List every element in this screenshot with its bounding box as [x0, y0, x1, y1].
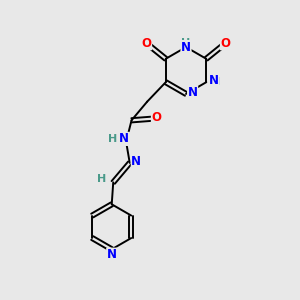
Text: H: H	[182, 38, 190, 48]
Text: O: O	[152, 111, 161, 124]
Text: H: H	[211, 77, 220, 87]
Text: H: H	[109, 134, 118, 144]
Text: N: N	[209, 74, 219, 87]
Text: N: N	[107, 248, 117, 261]
Text: N: N	[188, 86, 198, 99]
Text: N: N	[119, 132, 129, 146]
Text: N: N	[181, 40, 191, 54]
Text: H: H	[98, 174, 106, 184]
Text: O: O	[142, 37, 152, 50]
Text: O: O	[220, 37, 230, 50]
Text: N: N	[131, 155, 141, 168]
